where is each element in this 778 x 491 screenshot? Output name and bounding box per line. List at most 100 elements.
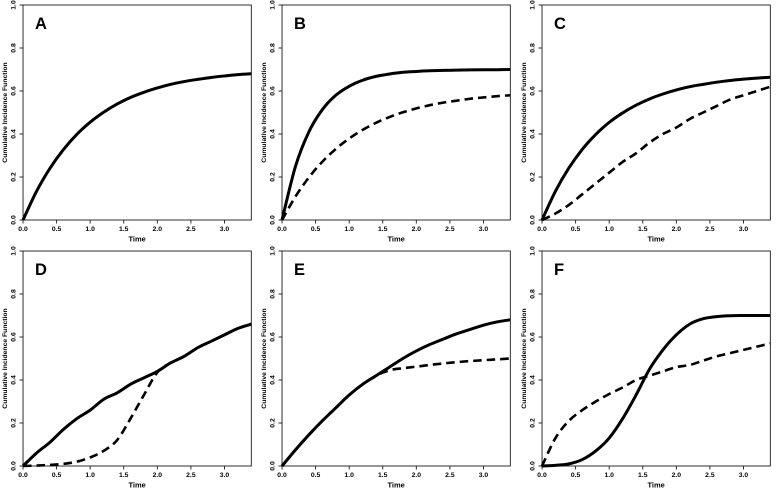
solid-curve	[540, 75, 771, 221]
svg-text:E: E	[294, 261, 305, 279]
svg-text:1.0: 1.0	[85, 472, 95, 479]
svg-text:1.0: 1.0	[11, 246, 18, 256]
svg-text:0.2: 0.2	[270, 172, 277, 182]
svg-text:1.0: 1.0	[11, 0, 18, 10]
svg-text:Time: Time	[388, 480, 405, 489]
dashed-curve	[281, 356, 511, 467]
svg-text:1.0: 1.0	[85, 226, 95, 233]
svg-text:0.4: 0.4	[270, 375, 277, 385]
svg-text:1.0: 1.0	[604, 226, 614, 233]
svg-text:1.5: 1.5	[638, 472, 648, 479]
svg-text:1.5: 1.5	[378, 226, 388, 233]
svg-text:0.0: 0.0	[18, 472, 28, 479]
svg-text:2.0: 2.0	[671, 226, 681, 233]
svg-text:Time: Time	[128, 235, 145, 244]
svg-text:Cumulative Incidence Function: Cumulative Incidence Function	[2, 308, 9, 408]
dashed-curve	[540, 341, 771, 467]
svg-text:0.2: 0.2	[529, 418, 536, 428]
svg-text:0.0: 0.0	[529, 461, 536, 471]
svg-text:0.8: 0.8	[270, 289, 277, 299]
svg-text:0.0: 0.0	[270, 461, 277, 471]
svg-text:1.0: 1.0	[270, 0, 277, 10]
svg-text:1.0: 1.0	[529, 246, 536, 256]
svg-text:0.2: 0.2	[11, 418, 18, 428]
svg-text:1.0: 1.0	[345, 472, 355, 479]
svg-text:3.0: 3.0	[738, 472, 748, 479]
svg-text:0.8: 0.8	[11, 43, 18, 53]
svg-text:3.0: 3.0	[479, 226, 489, 233]
svg-text:1.5: 1.5	[119, 226, 129, 233]
svg-text:0.5: 0.5	[52, 472, 62, 479]
svg-text:0.6: 0.6	[270, 86, 277, 96]
svg-text:0.6: 0.6	[529, 86, 536, 96]
svg-text:2.5: 2.5	[445, 226, 455, 233]
dashed-curve	[281, 94, 511, 221]
solid-curve	[281, 317, 511, 467]
svg-text:2.0: 2.0	[412, 226, 422, 233]
svg-text:0.2: 0.2	[11, 172, 18, 182]
svg-text:B: B	[294, 15, 306, 33]
svg-text:0.4: 0.4	[529, 375, 536, 385]
svg-text:0.8: 0.8	[529, 289, 536, 299]
svg-text:0.2: 0.2	[270, 418, 277, 428]
panel-e: 0.0 0.5 1.0 1.5 2.0 2.5 3.0 0.0 0.2 0.4 0.6 0.8 1.0 T…	[259, 246, 518, 491]
svg-text:0.5: 0.5	[571, 472, 581, 479]
svg-text:3.0: 3.0	[220, 226, 230, 233]
solid-curve	[541, 313, 770, 467]
svg-text:1.5: 1.5	[378, 472, 388, 479]
svg-text:0.5: 0.5	[311, 472, 321, 479]
svg-text:F: F	[554, 261, 564, 279]
svg-text:Time: Time	[128, 480, 145, 489]
svg-text:3.0: 3.0	[220, 472, 230, 479]
svg-text:1.5: 1.5	[638, 226, 648, 233]
svg-text:0.6: 0.6	[11, 332, 18, 342]
svg-text:Time: Time	[647, 235, 664, 244]
svg-text:Cumulative Incidence Function: Cumulative Incidence Function	[521, 308, 528, 408]
svg-text:2.0: 2.0	[153, 226, 163, 233]
svg-text:D: D	[35, 261, 47, 279]
svg-text:1.5: 1.5	[119, 472, 129, 479]
svg-text:2.5: 2.5	[186, 472, 196, 479]
svg-text:0.8: 0.8	[11, 289, 18, 299]
svg-text:0.4: 0.4	[11, 129, 18, 139]
svg-text:1.0: 1.0	[529, 0, 536, 10]
svg-text:2.5: 2.5	[705, 472, 715, 479]
svg-text:0.0: 0.0	[537, 226, 547, 233]
svg-text:A: A	[35, 15, 47, 33]
cif-plot-e: 0.0 0.5 1.0 1.5 2.0 2.5 3.0 0.0 0.2 0.4 0.6 0.8 1.0 T…	[261, 246, 512, 489]
svg-text:Cumulative Incidence Function: Cumulative Incidence Function	[261, 62, 268, 162]
svg-text:0.5: 0.5	[52, 226, 62, 233]
panel-f: 0.0 0.5 1.0 1.5 2.0 2.5 3.0 0.0 0.2 0.4 0.6 0.8 1.0 T…	[519, 246, 778, 491]
svg-text:1.0: 1.0	[604, 472, 614, 479]
svg-text:2.5: 2.5	[186, 226, 196, 233]
svg-text:0.8: 0.8	[270, 43, 277, 53]
cif-plot-c: 0.0 0.5 1.0 1.5 2.0 2.5 3.0 0.0 0.2 0.4 0.6 0.8 1.0 T…	[521, 0, 771, 244]
panel-b: 0.0 0.5 1.0 1.5 2.0 2.5 3.0 0.0 0.2 0.4 0.6 0.8 1.0 T…	[259, 0, 518, 246]
svg-text:Time: Time	[388, 235, 405, 244]
svg-text:0.6: 0.6	[11, 86, 18, 96]
svg-text:0.0: 0.0	[11, 215, 18, 225]
svg-text:C: C	[554, 15, 566, 33]
svg-text:0.0: 0.0	[278, 472, 288, 479]
svg-text:Cumulative Incidence Function: Cumulative Incidence Function	[521, 62, 528, 162]
svg-text:0.0: 0.0	[11, 461, 18, 471]
svg-text:0.0: 0.0	[537, 472, 547, 479]
svg-text:1.0: 1.0	[270, 246, 277, 256]
dashed-curve	[541, 85, 771, 222]
cif-plot-a: 0.0 0.5 1.0 1.5 2.0 2.5 3.0 0.0 0.2 0.4 0.6 0.8 1.0 T…	[2, 0, 252, 244]
dashed-curve	[22, 322, 252, 467]
cif-plot-b: 0.0 0.5 1.0 1.5 2.0 2.5 3.0 0.0 0.2 0.4 0.6 0.8 1.0 T…	[261, 0, 512, 244]
svg-text:2.5: 2.5	[705, 226, 715, 233]
solid-curve	[21, 322, 252, 467]
svg-text:1.0: 1.0	[345, 226, 355, 233]
svg-text:0.4: 0.4	[529, 129, 536, 139]
svg-text:2.0: 2.0	[412, 472, 422, 479]
svg-text:Cumulative Incidence Function: Cumulative Incidence Function	[261, 308, 268, 408]
svg-text:0.4: 0.4	[11, 375, 18, 385]
panel-c: 0.0 0.5 1.0 1.5 2.0 2.5 3.0 0.0 0.2 0.4 0.6 0.8 1.0 T…	[519, 0, 778, 246]
cif-plot-d: 0.0 0.5 1.0 1.5 2.0 2.5 3.0 0.0 0.2 0.4 0.6 0.8 1.0 T…	[2, 246, 252, 489]
svg-text:0.6: 0.6	[270, 332, 277, 342]
svg-text:2.5: 2.5	[445, 472, 455, 479]
svg-text:2.0: 2.0	[153, 472, 163, 479]
svg-text:0.0: 0.0	[270, 215, 277, 225]
